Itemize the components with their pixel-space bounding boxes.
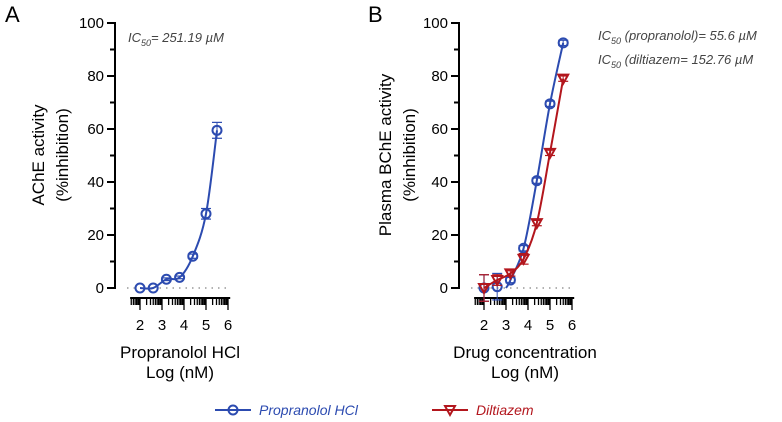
data-point [543, 147, 557, 160]
y-tick-label: 0 [96, 280, 104, 297]
x-tick-label: 5 [546, 317, 554, 334]
y-tick-label: 40 [431, 174, 448, 191]
panel-label: A [5, 2, 20, 27]
y-tick-label: 20 [87, 227, 104, 244]
y-axis-label: Plasma BChE activity (%inhibition) [376, 73, 419, 236]
y-tick-label: 100 [423, 15, 448, 32]
y-tick-label: 20 [431, 227, 448, 244]
y-tick-label: 80 [87, 68, 104, 85]
circle-marker-icon [227, 404, 239, 416]
ic50-annotation: IC50 (propranolol)= 55.6 µM [598, 28, 757, 46]
x-tick-label: 4 [524, 317, 532, 334]
data-point [134, 282, 146, 294]
y-tick-label: 40 [87, 174, 104, 191]
data-point [531, 175, 543, 187]
data-point [557, 37, 569, 49]
x-axis-label: Drug concentration [453, 343, 597, 362]
x-tick-label: 3 [502, 317, 510, 334]
data-point [503, 268, 518, 281]
x-tick-label: 4 [180, 317, 188, 334]
legend-label: Propranolol HCl [259, 402, 359, 418]
series-diltiazem [477, 73, 570, 302]
x-tick-label: 2 [136, 317, 144, 334]
data-point [477, 283, 491, 296]
data-point [174, 271, 186, 283]
x-tick-label: 5 [202, 317, 210, 334]
x-axis-label-unit: Log (nM) [491, 363, 559, 382]
y-tick-label: 60 [431, 121, 448, 138]
data-point [530, 218, 544, 231]
data-point [211, 124, 223, 136]
x-axis-label: Propranolol HCl [120, 343, 240, 362]
y-tick-label: 100 [79, 15, 104, 32]
series-propranolol-hcl [134, 121, 223, 294]
ic50-annotation: IC50= 251.19 µM [128, 30, 224, 48]
y-tick-label: 60 [87, 121, 104, 138]
triangle-marker-icon [443, 405, 457, 418]
data-point [147, 282, 159, 294]
y-tick-label: 80 [431, 68, 448, 85]
panel-label: B [368, 2, 383, 27]
x-axis-label-unit: Log (nM) [146, 363, 214, 382]
data-point [490, 275, 504, 288]
legend-item[interactable]: Diltiazem [432, 402, 534, 418]
x-tick-label: 2 [480, 317, 488, 334]
data-point [160, 273, 172, 285]
data-point [544, 98, 556, 110]
x-tick-label: 6 [224, 317, 232, 334]
y-tick-label: 0 [440, 280, 448, 297]
data-point [200, 208, 212, 220]
y-axis-label: AChE activity (%inhibition) [29, 104, 72, 206]
legend-item[interactable]: Propranolol HCl [215, 402, 359, 418]
panel-B: B 0 20 40 60 80 100 2 3 4 5 6 Drug concentrationLog … [368, 2, 757, 382]
x-tick-label: 3 [158, 317, 166, 334]
data-point [187, 250, 199, 262]
fit-curve [505, 42, 565, 289]
x-tick-label: 6 [568, 317, 576, 334]
data-point [556, 73, 570, 86]
ic50-annotation: IC50 (diltiazem= 152.76 µM [598, 52, 753, 70]
legend: Propranolol HCl Diltiazem [215, 402, 534, 418]
data-point [516, 253, 531, 266]
legend-label: Diltiazem [476, 402, 534, 418]
